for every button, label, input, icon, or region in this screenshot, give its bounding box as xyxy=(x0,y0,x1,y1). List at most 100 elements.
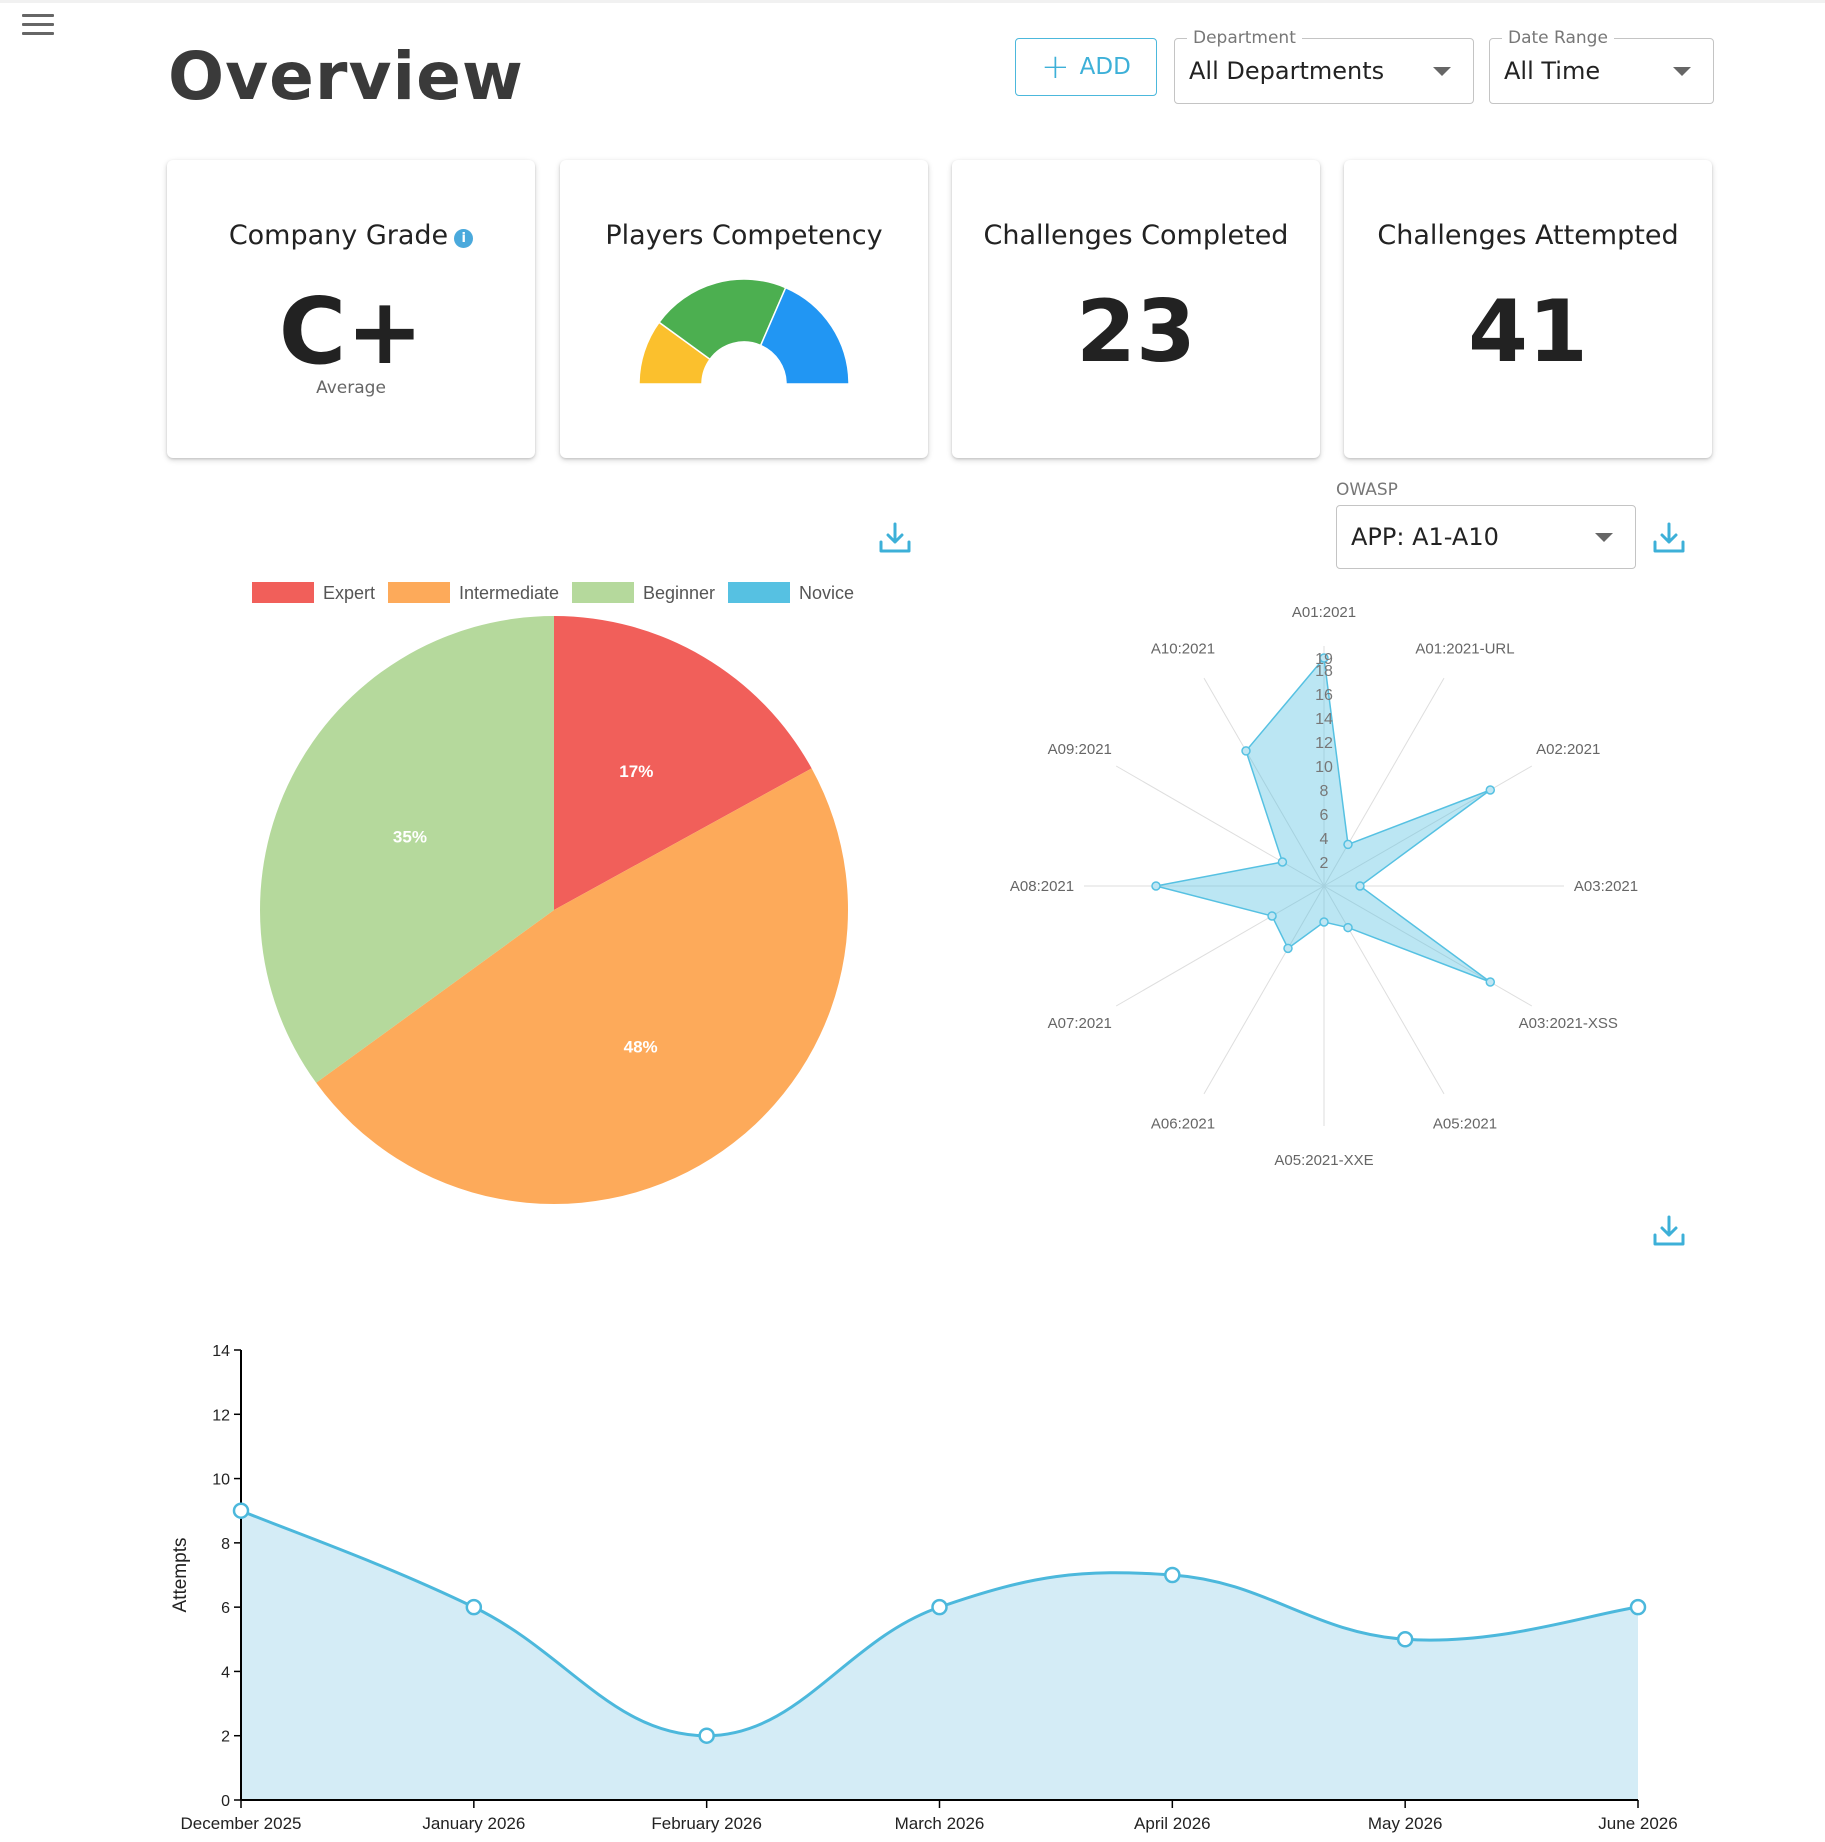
y-axis-label: Attempts xyxy=(170,1538,191,1613)
department-select-label: Department xyxy=(1187,28,1302,48)
challenges-attempted-value: 41 xyxy=(1468,282,1588,382)
company-grade-card: Company Grade i C+ Average xyxy=(167,160,535,458)
challenges-completed-card: Challenges Completed 23 xyxy=(952,160,1320,458)
area-point xyxy=(1396,1631,1414,1648)
radar-axis-label: A03:2021 xyxy=(1574,878,1638,895)
radar-tick-label: 10 xyxy=(1315,759,1333,776)
x-tick-label: April 2026 xyxy=(1134,1814,1211,1833)
area-point xyxy=(698,1727,715,1744)
radar-tick-label: 6 xyxy=(1320,807,1329,824)
add-button-label: ADD xyxy=(1079,54,1131,80)
department-select-value: All Departments xyxy=(1189,57,1385,85)
download-icon[interactable] xyxy=(1651,520,1687,556)
pie-slice-label: 17% xyxy=(619,762,653,781)
radar-axis-label: A01:2021-URL xyxy=(1415,641,1514,658)
chevron-down-icon xyxy=(1595,533,1613,542)
area-line xyxy=(240,1509,1639,1738)
company-grade-value: C+ xyxy=(278,278,424,385)
challenges-attempted-title: Challenges Attempted xyxy=(1377,220,1679,251)
radar-axis-label: A10:2021 xyxy=(1151,641,1215,658)
x-tick-label: February 2026 xyxy=(651,1814,762,1833)
owasp-select[interactable]: APP: A1-A10 xyxy=(1336,505,1636,569)
radar-point xyxy=(1267,911,1277,921)
radar-point xyxy=(1283,943,1293,954)
legend-swatch xyxy=(252,582,314,603)
radar-axis-label: A06:2021 xyxy=(1151,1115,1215,1132)
challenges-attempted-card: Challenges Attempted 41 xyxy=(1344,160,1712,458)
radar-tick-label: 16 xyxy=(1315,687,1333,704)
x-tick-label: March 2026 xyxy=(895,1814,985,1833)
area-fill xyxy=(241,1510,1638,1800)
legend-swatch xyxy=(388,582,450,603)
radar-point xyxy=(1319,653,1329,663)
x-tick-label: June 2026 xyxy=(1598,1814,1677,1833)
competency-gauge xyxy=(638,278,850,384)
radar-spoke xyxy=(1323,765,1533,887)
radar-point xyxy=(1485,977,1496,987)
legend-swatch xyxy=(728,582,790,603)
radar-point xyxy=(1343,922,1353,933)
radar-spoke xyxy=(1203,677,1325,887)
radar-spoke xyxy=(1323,677,1445,887)
radar-axis-label: A07:2021 xyxy=(1048,1015,1112,1032)
gauge-segment xyxy=(759,286,850,384)
area-point xyxy=(465,1598,483,1616)
add-button[interactable]: + ADD xyxy=(1015,38,1157,96)
radar-tick-label: 19 xyxy=(1315,651,1333,668)
area-point xyxy=(931,1598,948,1616)
legend-label: Novice xyxy=(799,583,854,603)
download-icon[interactable] xyxy=(877,520,913,556)
info-icon[interactable]: i xyxy=(454,229,474,248)
radar-axis-label: A05:2021-XXE xyxy=(1274,1152,1373,1169)
radar-spoke xyxy=(1115,765,1325,887)
radar-point xyxy=(1485,785,1496,795)
radar-axis-label: A05:2021 xyxy=(1433,1115,1497,1132)
challenges-completed-title: Challenges Completed xyxy=(983,220,1289,251)
company-grade-title: Company Grade i xyxy=(167,220,535,251)
menu-icon[interactable] xyxy=(22,14,54,38)
radar-axis-label: A03:2021-XSS xyxy=(1519,1015,1618,1032)
radar-axis-label: A08:2021 xyxy=(1010,878,1074,895)
y-tick-label: 12 xyxy=(212,1407,230,1424)
y-tick-label: 4 xyxy=(221,1664,230,1681)
department-select[interactable]: Department All Departments xyxy=(1174,28,1474,104)
date-range-select-label: Date Range xyxy=(1502,28,1614,48)
chevron-down-icon xyxy=(1433,67,1451,76)
radar-tick-label: 2 xyxy=(1320,855,1329,872)
owasp-label: OWASP xyxy=(1336,480,1398,500)
chevron-down-icon xyxy=(1673,67,1691,76)
challenges-completed-value: 23 xyxy=(1076,282,1196,382)
radar-tick-label: 18 xyxy=(1315,663,1333,680)
radar-point xyxy=(1277,857,1288,867)
radar-point xyxy=(1355,881,1365,891)
radar-spoke xyxy=(1115,885,1325,1007)
y-tick-label: 10 xyxy=(212,1472,230,1489)
radar-point xyxy=(1319,917,1329,927)
company-grade-subtitle: Average xyxy=(316,378,386,398)
pie-slice xyxy=(316,768,848,1204)
download-icon[interactable] xyxy=(1651,1213,1687,1249)
area-point xyxy=(1164,1566,1181,1584)
radar-point xyxy=(1343,839,1353,850)
radar-spoke xyxy=(1203,885,1325,1095)
legend-label: Intermediate xyxy=(459,583,559,603)
company-grade-title-text: Company Grade xyxy=(228,220,449,251)
players-competency-title: Players Competency xyxy=(605,220,883,251)
legend-swatch xyxy=(572,582,634,603)
area-point xyxy=(232,1502,250,1519)
date-range-select-value: All Time xyxy=(1504,57,1601,85)
y-tick-label: 14 xyxy=(212,1343,230,1360)
gauge-segment xyxy=(658,278,787,361)
pie-slice xyxy=(260,616,554,1083)
y-tick-label: 0 xyxy=(221,1793,230,1810)
radar-axis-label: A09:2021 xyxy=(1048,741,1112,758)
legend-label: Expert xyxy=(323,583,375,603)
page-title: Overview xyxy=(168,38,524,115)
radar-spoke xyxy=(1323,885,1445,1095)
date-range-select[interactable]: Date Range All Time xyxy=(1489,28,1714,104)
radar-point xyxy=(1151,881,1161,891)
x-tick-label: January 2026 xyxy=(422,1814,525,1833)
pie-slice-label: 35% xyxy=(393,828,427,847)
players-competency-card: Players Competency xyxy=(560,160,928,458)
pie-slice xyxy=(554,616,812,910)
